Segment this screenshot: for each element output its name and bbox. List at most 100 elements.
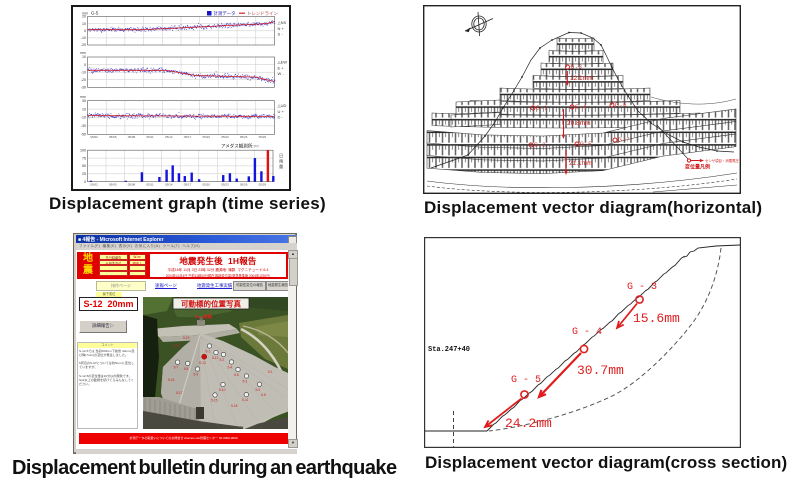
svg-text:-10: -10: [81, 70, 86, 74]
svg-text:△NS: △NS: [278, 20, 287, 25]
svg-text:05/05: 05/05: [109, 183, 117, 187]
svg-text:トレンドライン: トレンドライン: [247, 11, 278, 17]
svg-text:G - 6: G - 6: [615, 103, 626, 109]
svg-text:05/14: 05/14: [165, 183, 173, 187]
svg-text:S -: S -: [278, 32, 284, 37]
svg-text:G - 3: G - 3: [627, 282, 657, 293]
svg-text:雨: 雨: [279, 159, 283, 165]
svg-text:G - 5: G - 5: [511, 375, 541, 386]
svg-text:05/11: 05/11: [146, 183, 154, 187]
svg-text:△EW: △EW: [278, 60, 288, 65]
svg-text:日: 日: [279, 153, 283, 159]
svg-text:05/05: 05/05: [109, 135, 117, 139]
svg-text:05/14: 05/14: [165, 135, 173, 139]
svg-text:25: 25: [82, 172, 86, 176]
svg-text:5-11: 5-11: [242, 398, 248, 402]
svg-text:-10: -10: [81, 116, 86, 120]
svg-text:5-7: 5-7: [174, 365, 179, 369]
svg-text:05/29: 05/29: [259, 183, 267, 187]
svg-text:量: 量: [279, 163, 283, 170]
svg-text:30: 30: [82, 99, 86, 103]
svg-text:mm: mm: [80, 95, 86, 99]
svg-text:S-13: S-13: [199, 361, 206, 365]
svg-text:05/17: 05/17: [184, 135, 192, 139]
svg-text:20.8mm: 20.8mm: [567, 120, 590, 127]
svg-text:24.2mm: 24.2mm: [505, 416, 552, 431]
svg-text:W -: W -: [278, 71, 285, 76]
svg-text:-10: -10: [81, 36, 86, 40]
svg-text:05/02: 05/02: [90, 183, 98, 187]
svg-text:05/02: 05/02: [90, 135, 98, 139]
svg-text:5-17: 5-17: [176, 391, 183, 395]
svg-text:5-8: 5-8: [184, 366, 189, 370]
svg-text:0: 0: [84, 63, 86, 67]
svg-text:05/29: 05/29: [259, 135, 267, 139]
svg-text:05/17: 05/17: [184, 183, 192, 187]
svg-text:5-3: 5-3: [243, 379, 248, 383]
svg-text:5-9: 5-9: [194, 372, 199, 376]
svg-text:05/20: 05/20: [203, 135, 211, 139]
svg-text:15.6mm: 15.6mm: [633, 311, 680, 326]
svg-text:No.1候補: No.1候補: [195, 313, 212, 319]
svg-text:G - 4: G - 4: [575, 105, 586, 111]
svg-text:アメダス観測所:○○: アメダス観測所:○○: [221, 143, 259, 150]
svg-text:mm: mm: [80, 51, 86, 55]
svg-text:05/26: 05/26: [240, 183, 248, 187]
svg-text:21.1mm: 21.1mm: [569, 160, 592, 167]
svg-text:D -: D -: [278, 115, 284, 120]
svg-text:G - 2: G - 2: [534, 143, 545, 149]
svg-text:Sta.247+40: Sta.247+40: [428, 346, 470, 354]
svg-text:0: 0: [84, 180, 86, 184]
svg-text:05/23: 05/23: [221, 183, 229, 187]
svg-text:5-4: 5-4: [228, 365, 233, 369]
svg-text:30.7mm: 30.7mm: [577, 363, 624, 378]
svg-text:5-1: 5-1: [268, 370, 273, 374]
svg-text:05/11: 05/11: [146, 135, 154, 139]
svg-text:5-15: 5-15: [211, 398, 218, 402]
svg-text:5-8: 5-8: [261, 393, 266, 397]
svg-text:-30: -30: [81, 86, 86, 90]
svg-text:5-1: 5-1: [206, 349, 211, 353]
svg-text:05/08: 05/08: [128, 135, 136, 139]
svg-text:G - 3: G - 3: [571, 65, 582, 71]
svg-text:75: 75: [82, 156, 86, 160]
svg-text:50: 50: [82, 164, 86, 168]
svg-text:05/08: 05/08: [128, 183, 136, 187]
svg-text:05/23: 05/23: [221, 135, 229, 139]
svg-text:G - 1: G - 1: [536, 106, 547, 112]
svg-text:-50: -50: [81, 133, 86, 137]
svg-text:20: 20: [82, 15, 86, 19]
svg-text:G - 7: G - 7: [618, 138, 629, 144]
svg-text:N +: N +: [278, 26, 285, 31]
svg-text:5-5: 5-5: [256, 387, 261, 391]
svg-text:mm: mm: [82, 12, 88, 16]
svg-text:5-2: 5-2: [220, 358, 225, 362]
svg-text:U +: U +: [278, 109, 285, 114]
svg-text:0: 0: [84, 29, 86, 33]
svg-text:-20: -20: [81, 78, 86, 82]
svg-text:△UD: △UD: [278, 103, 287, 108]
svg-text:5-19: 5-19: [183, 336, 190, 340]
svg-text:10: 10: [82, 107, 86, 111]
svg-text:05/20: 05/20: [203, 183, 211, 187]
svg-text:G - 4: G - 4: [572, 327, 602, 338]
svg-text:100: 100: [80, 148, 86, 152]
svg-text:5-12: 5-12: [212, 356, 219, 360]
svg-text:G-5: G-5: [91, 11, 99, 16]
svg-text:センサ項目・消雪電圧: センサ項目・消雪電圧: [705, 158, 740, 163]
svg-text:05/26: 05/26: [240, 135, 248, 139]
svg-text:5-6: 5-6: [234, 373, 239, 377]
svg-text:5-14: 5-14: [173, 344, 180, 348]
svg-text:5-16: 5-16: [168, 378, 175, 382]
svg-text:変位量凡例: 変位量凡例: [685, 164, 710, 171]
svg-text:10: 10: [82, 22, 86, 26]
svg-text:5-18: 5-18: [231, 404, 238, 408]
svg-text:10: 10: [82, 55, 86, 59]
svg-text:12.1mm: 12.1mm: [570, 75, 593, 82]
svg-text:5-10: 5-10: [219, 388, 226, 392]
svg-text:-20: -20: [81, 43, 86, 47]
svg-text:計測データ: 計測データ: [214, 10, 236, 17]
svg-text:G - 5: G - 5: [580, 142, 591, 148]
svg-text:-30: -30: [81, 124, 86, 128]
svg-text:可動標的位置写真: 可動標的位置写真: [181, 298, 241, 308]
